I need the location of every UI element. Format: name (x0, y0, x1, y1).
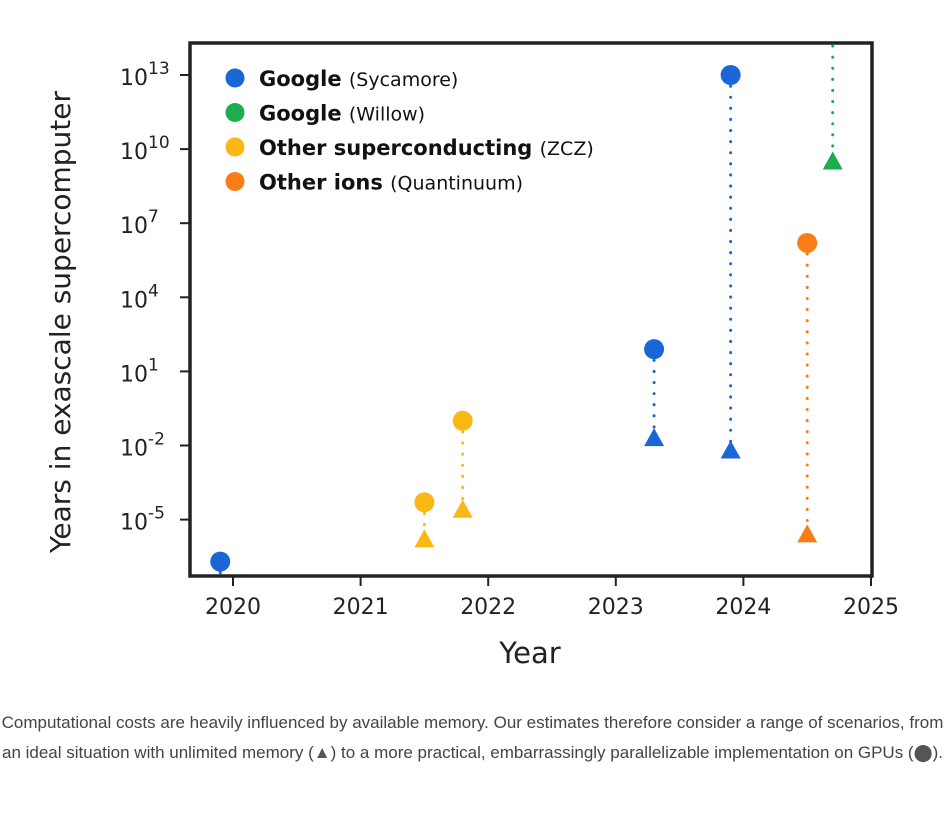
y-tick-label: 101 (120, 355, 159, 387)
x-axis-title: Year (498, 636, 560, 670)
gpu-point (452, 410, 473, 431)
caption-text-3: ). (932, 743, 944, 762)
gpu-point (210, 551, 231, 572)
chart: Years in exascale supercomputer Year 202… (44, 41, 899, 670)
ideal-memory-point (822, 151, 843, 170)
circle-icon: ⬤ (913, 743, 933, 762)
gpu-point (644, 339, 665, 360)
caption-text-2: ) to a more practical, embarrassingly pa… (330, 743, 914, 762)
plot-area: 2020 2021 2022 2023 2024 2025 1013 1010 107 104 10… (120, 41, 899, 620)
gpu-point (414, 492, 435, 513)
legend-marker (225, 172, 245, 191)
ideal-memory-point (644, 428, 665, 447)
legend-entry: Other superconducting (ZCZ) (259, 136, 594, 160)
x-tick-label: 2025 (843, 595, 899, 620)
legend-marker (225, 68, 245, 88)
y-tick-label: 107 (120, 207, 159, 239)
ideal-memory-point (797, 524, 818, 543)
plot-frame (188, 41, 874, 578)
ideal-memory-point (452, 499, 473, 518)
x-tick-label: 2024 (715, 595, 771, 620)
y-tick-label: 1013 (120, 59, 170, 91)
y-tick-label: 10-5 (120, 504, 165, 536)
legend-marker (225, 103, 245, 122)
legend-marker (225, 137, 245, 157)
gpu-point (720, 65, 741, 85)
y-tick-label: 10-2 (120, 430, 165, 462)
ideal-memory-point (414, 529, 435, 548)
gpu-point (797, 232, 818, 253)
x-tick-label: 2022 (460, 595, 516, 620)
legend-entry: Other ions (Quantinuum) (259, 171, 523, 195)
x-tick-label: 2021 (333, 595, 389, 620)
figure-caption: Computational costs are heavily influenc… (0, 708, 945, 768)
x-tick-label: 2020 (205, 595, 261, 620)
legend-entry: Google (Sycamore) (259, 67, 458, 91)
caption-text-1: Computational costs are heavily influenc… (1, 713, 944, 762)
triangle-icon: ▲ (313, 743, 331, 762)
legend-entry: Google (Willow) (259, 102, 425, 126)
y-axis-title: Years in exascale supercomputer (44, 91, 77, 554)
y-tick-label: 104 (120, 281, 159, 313)
y-tick-label: 1010 (120, 133, 170, 165)
x-tick-label: 2023 (588, 595, 644, 620)
ideal-memory-point (720, 440, 741, 459)
